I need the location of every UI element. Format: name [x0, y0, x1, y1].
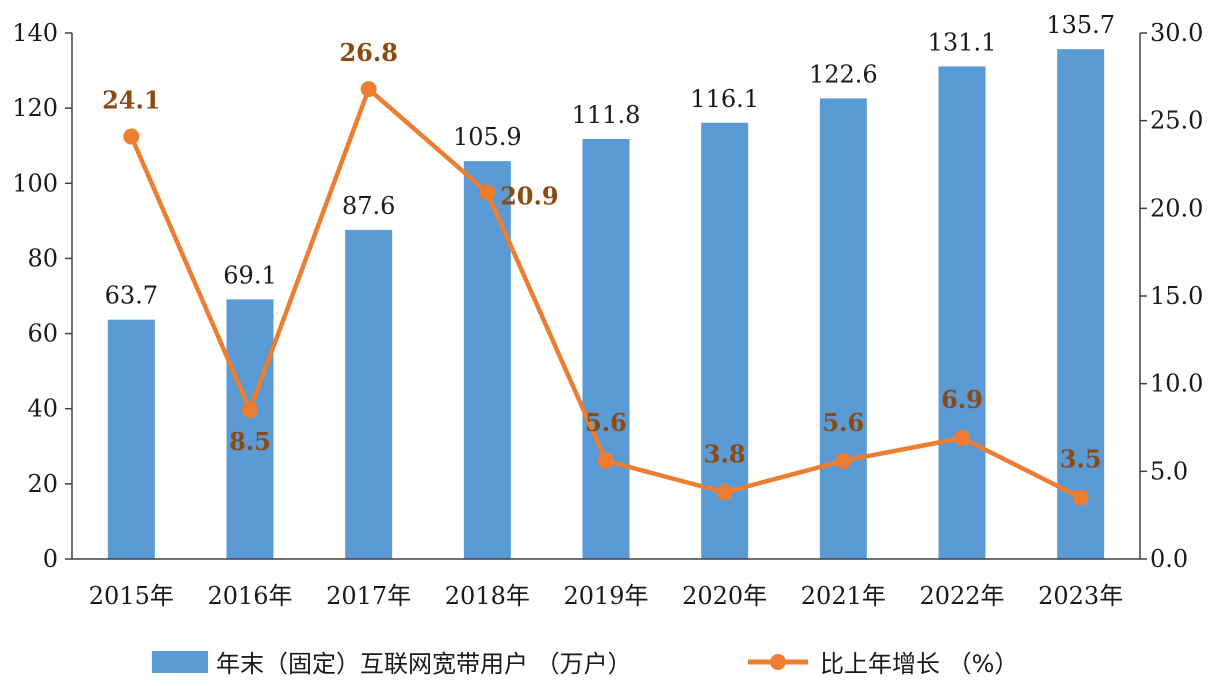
y-left-tick-label-6: 120	[12, 94, 58, 122]
legend-bar-label: 年末（固定）互联网宽带用户 （万户）	[216, 650, 632, 678]
legend-line-marker	[770, 654, 786, 670]
legend: 年末（固定）互联网宽带用户 （万户） 比上年增长 （%）	[152, 650, 1018, 678]
bar-value-label-1: 69.1	[223, 261, 276, 289]
y-left-tick-label-4: 80	[27, 244, 58, 272]
bar-value-label-6: 122.6	[809, 60, 878, 88]
y-left-tick-label-3: 60	[27, 320, 58, 348]
growth-value-label-2: 26.8	[339, 38, 397, 67]
growth-value-label-6: 5.6	[822, 408, 864, 437]
x-tick-label-8: 2023年	[1038, 582, 1123, 610]
growth-line-group	[123, 81, 1089, 506]
growth-point-3	[479, 184, 496, 201]
bar-value-label-5: 116.1	[690, 85, 759, 113]
bar-labels-group: 63.7 69.1 87.6 105.9 111.8 116.1 122.6 131.1 135…	[105, 11, 1115, 310]
growth-value-label-8: 3.5	[1060, 445, 1102, 474]
legend-line-label: 比上年增长 （%）	[820, 650, 1018, 678]
growth-point-0	[123, 128, 140, 145]
growth-value-label-7: 6.9	[941, 385, 983, 414]
bar-value-label-8: 135.7	[1046, 11, 1115, 39]
bar-4	[582, 138, 630, 560]
bar-value-label-4: 111.8	[572, 101, 641, 129]
x-tick-label-7: 2022年	[919, 582, 1004, 610]
y-right-tick-label-4: 20.0	[1150, 194, 1203, 222]
y-right-tick-label-1: 5.0	[1150, 457, 1188, 485]
x-tick-label-4: 2019年	[563, 582, 648, 610]
x-tick-label-0: 2015年	[89, 582, 174, 610]
y-left-tick-label-1: 20	[27, 470, 58, 498]
growth-value-label-4: 5.6	[585, 408, 627, 437]
bar-2	[345, 229, 393, 560]
bar-value-label-7: 131.1	[928, 28, 997, 56]
y-right-tick-label-5: 25.0	[1150, 107, 1203, 135]
bar-1	[226, 299, 274, 559]
growth-point-7	[954, 430, 970, 447]
y-left-tick-label-7: 140	[12, 19, 58, 47]
bar-0	[107, 319, 155, 559]
x-tick-label-1: 2016年	[207, 582, 292, 610]
bar-value-label-2: 87.6	[342, 192, 395, 220]
growth-point-8	[1072, 489, 1089, 506]
line-labels-group: 24.1 8.5 26.8 20.9 5.6 3.8 5.6 6.9 3.5	[102, 38, 1101, 474]
axes-group: 0 20 40 60 80 100 120 140 0.0 5.0 10.0 15.0 20.0 25.0…	[12, 19, 1203, 610]
x-tick-label-6: 2021年	[801, 582, 886, 610]
growth-point-4	[598, 452, 614, 469]
y-left-tick-label-2: 40	[27, 395, 58, 423]
growth-point-1	[242, 401, 258, 418]
growth-point-6	[835, 452, 852, 469]
growth-value-label-3: 20.9	[500, 182, 558, 211]
growth-value-label-5: 3.8	[704, 439, 746, 468]
y-right-tick-label-6: 30.0	[1150, 19, 1203, 47]
bar-6	[819, 98, 867, 560]
x-tick-label-3: 2018年	[445, 582, 530, 610]
bar-value-label-0: 63.7	[105, 282, 158, 310]
growth-value-label-1: 8.5	[229, 427, 271, 456]
bar-3	[463, 161, 511, 559]
legend-bar-swatch	[152, 651, 208, 673]
bar-8	[1057, 49, 1105, 560]
y-right-tick-label-3: 15.0	[1150, 282, 1203, 310]
y-left-tick-label-5: 100	[12, 169, 58, 197]
x-tick-label-2: 2017年	[326, 582, 411, 610]
growth-point-2	[360, 81, 377, 98]
bar-7	[938, 66, 986, 559]
x-tick-label-5: 2020年	[682, 582, 767, 610]
growth-point-5	[716, 484, 733, 501]
y-right-tick-label-2: 10.0	[1150, 370, 1203, 398]
growth-value-label-0: 24.1	[102, 85, 160, 114]
bar-value-label-3: 105.9	[453, 123, 522, 151]
y-left-tick-label-0: 0	[43, 545, 58, 573]
y-right-tick-label-0: 0.0	[1150, 545, 1188, 573]
